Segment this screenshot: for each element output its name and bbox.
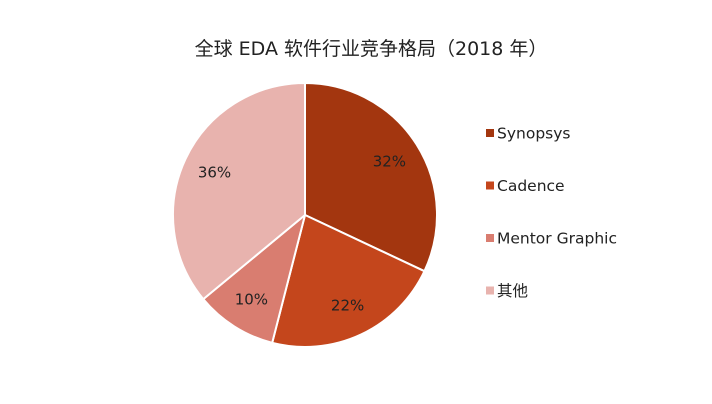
legend-label-cadence: Cadence — [497, 177, 565, 195]
pie-slice-synopsys — [304, 82, 438, 273]
legend-label-item-3: 其他 — [497, 282, 528, 300]
data-label-mentor-graphic: 10% — [235, 290, 268, 308]
data-label-item-3: 36% — [198, 163, 231, 181]
data-label-cadence: 22% — [331, 297, 364, 315]
legend-label-mentor-graphic: Mentor Graphic — [497, 230, 617, 248]
pie-slice-labels: 32% 22% 10% 36% — [198, 152, 406, 314]
legend-swatch-mentor-graphic — [486, 234, 494, 242]
pie-slice-cadence — [271, 214, 426, 348]
chart-title: 全球 EDA 软件行业竞争格局（2018 年） — [195, 38, 548, 60]
legend-swatch-cadence — [486, 181, 494, 190]
pie-slices — [172, 82, 438, 348]
pie-slice-mentor-graphic — [202, 214, 306, 344]
legend-swatch-synopsys — [486, 129, 494, 137]
data-label-synopsys: 32% — [373, 152, 406, 170]
legend-label-synopsys: Synopsys — [497, 125, 570, 143]
legend: Synopsys Cadence Mentor Graphic 其他 — [486, 125, 617, 300]
pie-slice-item-3 — [172, 82, 306, 301]
legend-swatch-item-3 — [486, 286, 494, 295]
